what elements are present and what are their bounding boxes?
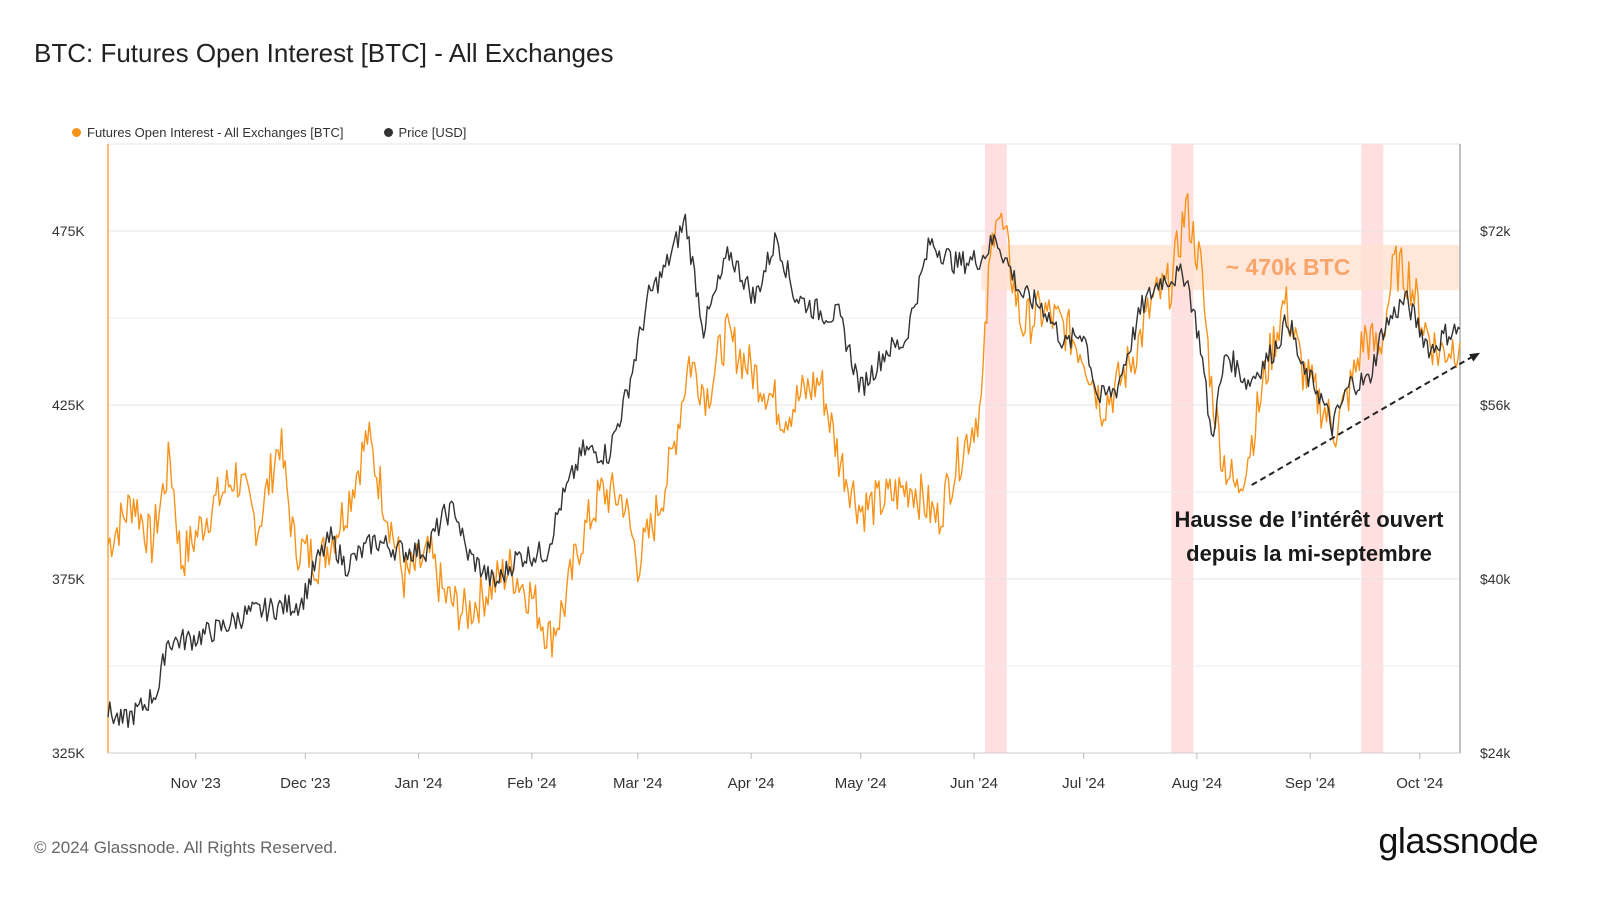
range-band-label: ~ 470k BTC bbox=[1226, 254, 1351, 280]
y-left-tick-label: 325K bbox=[52, 745, 85, 761]
x-tick-label: Nov '23 bbox=[171, 775, 221, 792]
highlight-band-2 bbox=[1171, 144, 1194, 753]
x-tick-label: Sep '24 bbox=[1285, 775, 1335, 792]
legend: Futures Open Interest - All Exchanges [B… bbox=[72, 125, 466, 140]
highlight-band-3 bbox=[1361, 144, 1384, 753]
copyright-footer: © 2024 Glassnode. All Rights Reserved. bbox=[34, 838, 338, 857]
y-left-tick-label: 425K bbox=[52, 397, 85, 413]
y-right-tick-label: $40k bbox=[1480, 571, 1511, 587]
annotation-text-line1: Hausse de l’intérêt ouvert bbox=[1175, 507, 1445, 532]
highlight-band-1 bbox=[984, 144, 1007, 753]
x-tick-label: May '24 bbox=[835, 775, 887, 792]
x-tick-label: Jan '24 bbox=[395, 775, 443, 792]
legend-label-price: Price [USD] bbox=[398, 125, 467, 140]
y-left-tick-label: 475K bbox=[52, 223, 85, 239]
x-tick-label: Apr '24 bbox=[728, 775, 775, 792]
range-band-470k bbox=[981, 244, 1460, 291]
chart-title: BTC: Futures Open Interest [BTC] - All E… bbox=[34, 38, 614, 68]
glassnode-logo: glassnode bbox=[1378, 820, 1538, 861]
x-tick-label: Feb '24 bbox=[507, 775, 557, 792]
x-tick-label: Dec '23 bbox=[280, 775, 330, 792]
y-right-tick-label: $56k bbox=[1480, 397, 1511, 413]
legend-label-open-interest: Futures Open Interest - All Exchanges [B… bbox=[87, 125, 344, 140]
series-open-interest-line bbox=[107, 192, 1461, 658]
legend-item-price[interactable]: Price [USD] bbox=[383, 125, 467, 140]
annotation-arrow-line bbox=[1251, 354, 1475, 486]
x-tick-label: Jul '24 bbox=[1062, 775, 1105, 792]
x-tick-label: Jun '24 bbox=[950, 775, 998, 792]
y-right-tick-label: $72k bbox=[1480, 223, 1511, 239]
annotation-text-line2: depuis la mi-septembre bbox=[1186, 541, 1432, 566]
x-tick-label: Mar '24 bbox=[613, 775, 663, 792]
series-price-line bbox=[107, 213, 1461, 729]
legend-item-open-interest[interactable]: Futures Open Interest - All Exchanges [B… bbox=[72, 125, 344, 140]
x-tick-label: Oct '24 bbox=[1396, 775, 1443, 792]
x-tick-label: Aug '24 bbox=[1172, 775, 1222, 792]
y-left-tick-label: 375K bbox=[52, 571, 85, 587]
annotation-arrow-head bbox=[1469, 352, 1480, 362]
plot-area bbox=[107, 143, 1461, 754]
y-right-tick-label: $24k bbox=[1480, 745, 1511, 761]
legend-dot-price bbox=[383, 128, 393, 137]
legend-dot-open-interest bbox=[72, 128, 81, 137]
